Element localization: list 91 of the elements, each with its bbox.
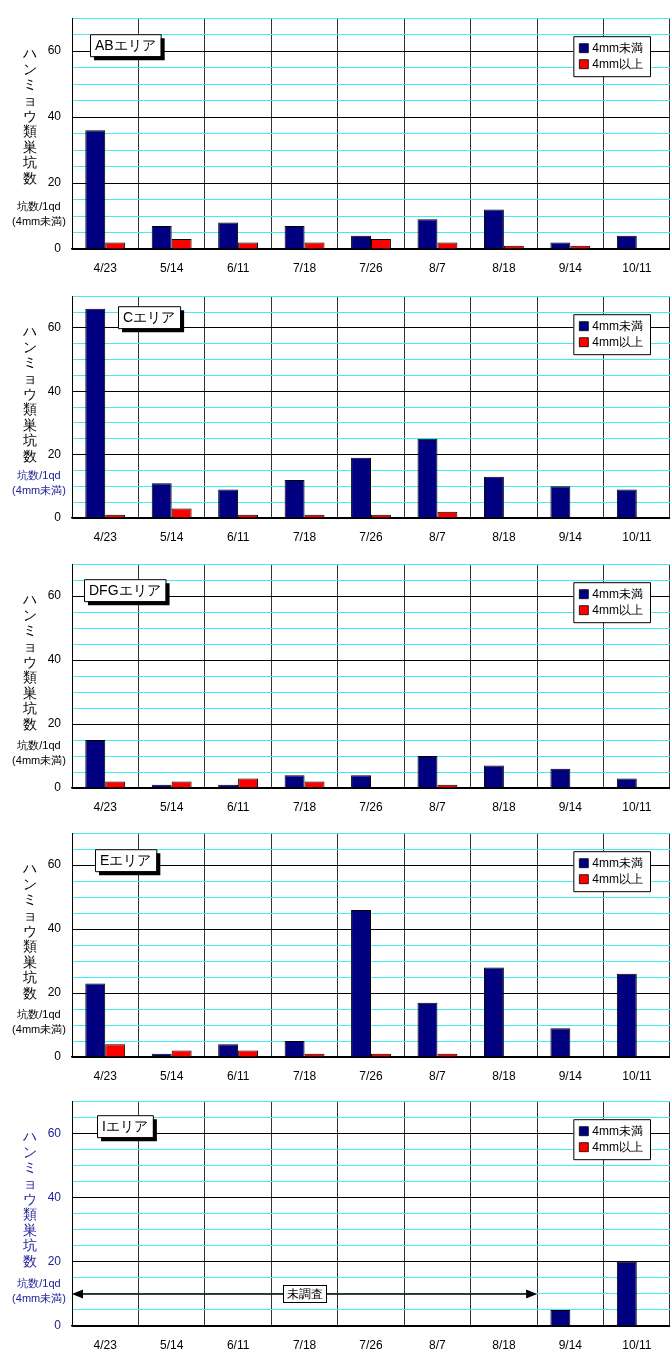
legend-label: 4mm未満: [592, 41, 644, 56]
text: ハンミョウ類巣坑数: [23, 860, 37, 1001]
text: 坑数/1qd (4mm未満): [11, 1276, 67, 1306]
x-tick-label: 9/14: [558, 799, 583, 814]
y-tick-label: 20: [47, 175, 62, 190]
text: ハンミョウ類巣坑数: [23, 591, 37, 732]
x-tick-label: 5/14: [159, 529, 184, 544]
text: ハンミョウ類巣坑数: [23, 45, 37, 186]
y-tick-label: 60: [47, 1125, 62, 1140]
x-tick-label: 8/7: [429, 1337, 447, 1351]
x-tick-label: 6/11: [226, 1068, 250, 1083]
y-tick-label: 40: [47, 1189, 62, 1204]
y-tick-label: 60: [47, 588, 62, 603]
x-tick-label: 7/18: [292, 1337, 317, 1351]
x-tick-label: 7/26: [359, 1068, 383, 1083]
text: 坑数/1qd (4mm未満): [11, 1007, 67, 1037]
x-tick-label: 5/14: [159, 260, 184, 275]
x-tick-label: 8/7: [429, 799, 447, 814]
y-tick-label: 60: [47, 43, 62, 58]
text: 坑数/1qd (4mm未満): [11, 738, 67, 768]
x-tick-label: 10/11: [622, 529, 652, 544]
x-tick-label: 9/14: [558, 260, 583, 275]
x-tick-label: 10/11: [622, 1068, 652, 1083]
text: Iエリア: [102, 1118, 148, 1135]
x-tick-label: 4/23: [93, 799, 118, 814]
x-tick-label: 10/11: [622, 799, 652, 814]
text: ハンミョウ類巣坑数: [23, 1128, 37, 1269]
legend-label: 4mm以上: [592, 57, 644, 72]
legend-label: 4mm以上: [592, 603, 644, 618]
x-tick-label: 10/11: [622, 1337, 652, 1351]
x-tick-label: 7/26: [359, 1337, 383, 1351]
x-tick-label: 7/26: [359, 799, 383, 814]
x-tick-label: 7/26: [359, 529, 383, 544]
text: 坑数/1qd (4mm未満): [11, 199, 67, 229]
x-tick-label: 9/14: [558, 1337, 583, 1351]
annotation: 未調査: [282, 1284, 327, 1303]
text: DFGエリア: [89, 582, 161, 599]
x-tick-label: 6/11: [226, 1337, 250, 1351]
x-tick-label: 7/26: [359, 260, 383, 275]
x-tick-label: 10/11: [622, 260, 652, 275]
y-tick-label: 20: [47, 716, 62, 731]
y-tick-label: 0: [54, 241, 62, 256]
legend-label: 4mm未満: [592, 1124, 644, 1139]
x-tick-label: 5/14: [159, 799, 184, 814]
x-tick-label: 4/23: [93, 1337, 118, 1351]
x-tick-label: 5/14: [159, 1337, 184, 1351]
x-tick-label: 6/11: [226, 260, 250, 275]
x-tick-label: 7/18: [292, 1068, 317, 1083]
legend-label: 4mm未満: [592, 319, 644, 334]
x-tick-label: 8/7: [429, 1068, 447, 1083]
legend-label: 4mm以上: [592, 335, 644, 350]
x-tick-label: 4/23: [93, 260, 118, 275]
y-tick-label: 40: [47, 383, 62, 398]
legend-label: 4mm未満: [592, 856, 644, 871]
legend-label: 4mm以上: [592, 872, 644, 887]
y-tick-label: 0: [54, 510, 62, 525]
x-tick-label: 9/14: [558, 529, 583, 544]
legend-label: 4mm未満: [592, 587, 644, 602]
x-tick-label: 8/18: [492, 1337, 516, 1351]
x-tick-label: 8/18: [492, 529, 516, 544]
x-tick-label: 6/11: [226, 799, 250, 814]
y-tick-label: 0: [54, 1318, 62, 1333]
y-tick-label: 0: [54, 780, 62, 795]
y-tick-label: 20: [47, 985, 62, 1000]
y-tick-label: 60: [47, 320, 62, 335]
x-tick-label: 4/23: [93, 1068, 118, 1083]
y-tick-label: 20: [47, 446, 62, 461]
x-tick-label: 8/7: [429, 260, 447, 275]
x-tick-label: 8/18: [492, 1068, 516, 1083]
x-tick-label: 9/14: [558, 1068, 583, 1083]
x-tick-label: 5/14: [159, 1068, 184, 1083]
y-tick-label: 40: [47, 652, 62, 667]
text: 坑数/1qd (4mm未満): [11, 468, 67, 498]
x-tick-label: 6/11: [226, 529, 250, 544]
legend-label: 4mm以上: [592, 1140, 644, 1155]
x-tick-label: 8/7: [429, 529, 447, 544]
text: ハンミョウ類巣坑数: [23, 323, 37, 464]
x-tick-label: 7/18: [292, 799, 317, 814]
y-tick-label: 20: [47, 1254, 62, 1269]
x-tick-label: 8/18: [492, 799, 516, 814]
text: Eエリア: [100, 852, 152, 869]
y-tick-label: 40: [47, 109, 62, 124]
y-tick-label: 40: [47, 921, 62, 936]
text: ABエリア: [95, 37, 156, 54]
x-tick-label: 7/18: [292, 529, 317, 544]
y-tick-label: 60: [47, 857, 62, 872]
text: Cエリア: [123, 309, 176, 326]
x-tick-label: 4/23: [93, 529, 118, 544]
y-tick-label: 0: [54, 1049, 62, 1064]
x-tick-label: 7/18: [292, 260, 317, 275]
x-tick-label: 8/18: [492, 260, 516, 275]
